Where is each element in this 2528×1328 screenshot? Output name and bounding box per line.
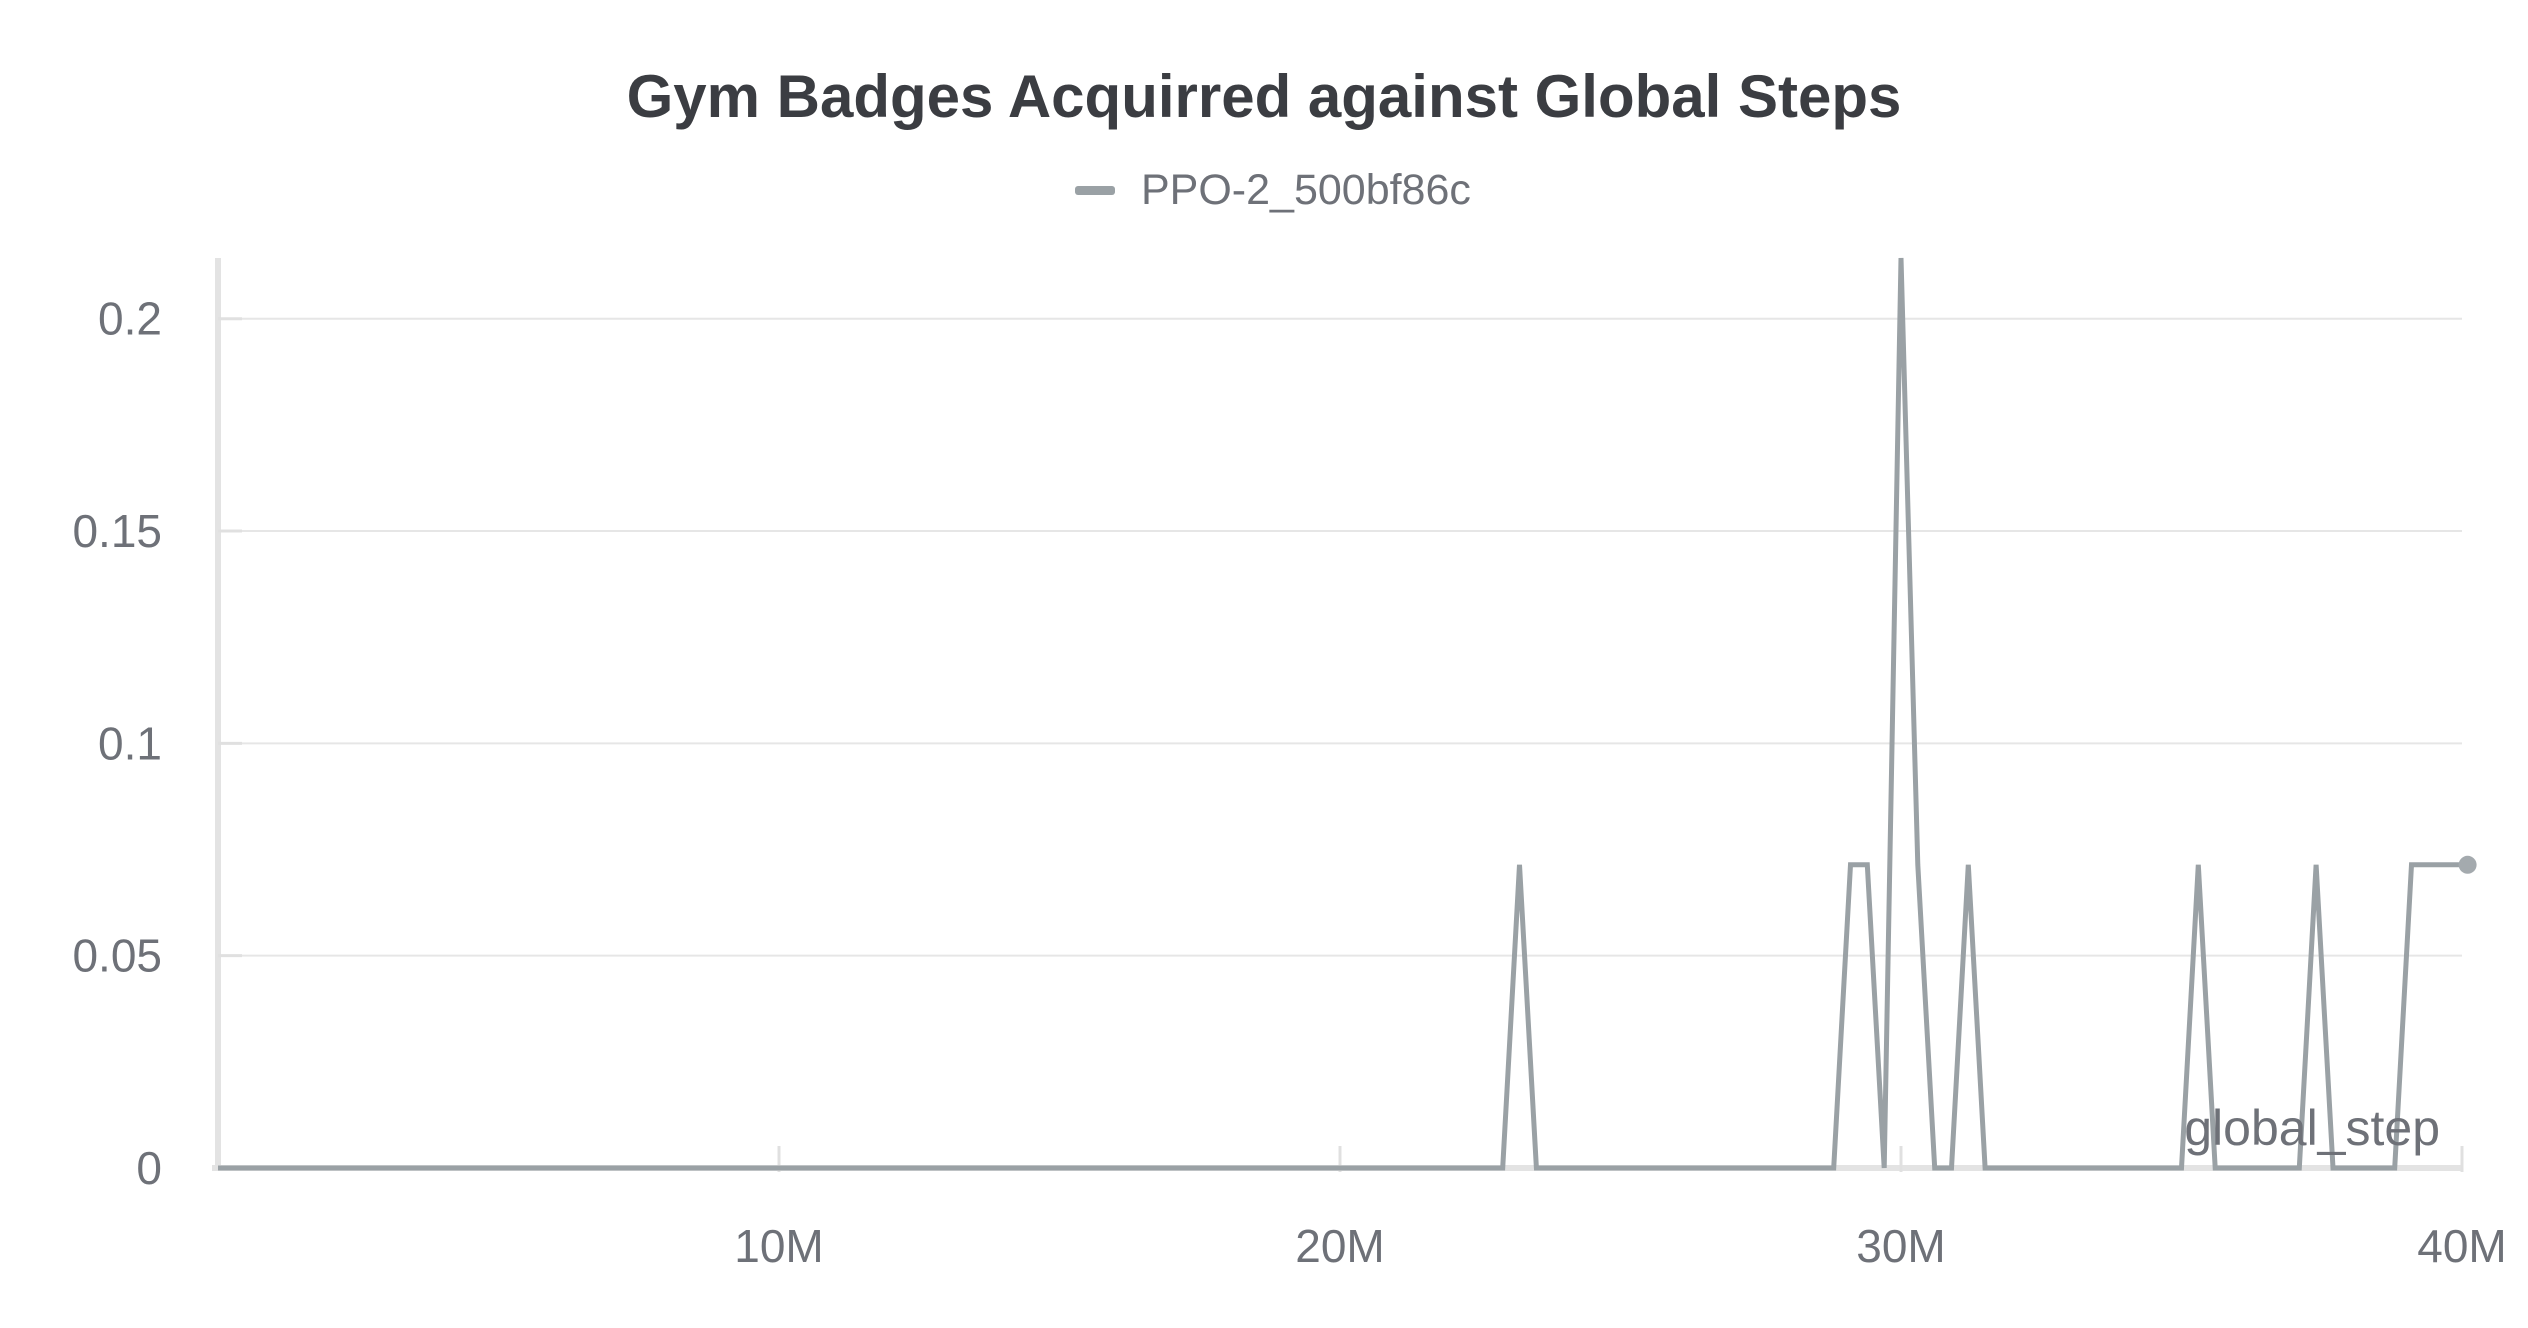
axes: [212, 258, 2462, 1171]
legend[interactable]: PPO-2_500bf86c: [1075, 166, 1471, 215]
x-tick-label: 20M: [1295, 1220, 1384, 1272]
y-tick-label: 0.05: [72, 930, 162, 982]
legend-label: PPO-2_500bf86c: [1141, 166, 1471, 214]
y-tick-label: 0.15: [72, 505, 162, 557]
series-end-point: [2458, 855, 2477, 874]
y-tick-label: 0.1: [98, 717, 162, 769]
legend-swatch: [1075, 186, 1115, 195]
y-tick-label: 0: [136, 1142, 162, 1194]
x-tick-label: 40M: [2417, 1220, 2506, 1272]
x-axis-title: global_step: [2184, 1100, 2440, 1156]
grid-lines: [218, 317, 2462, 957]
series-line: [218, 257, 2468, 1171]
y-tick-label: 0.2: [98, 293, 162, 345]
x-tick-label: 30M: [1856, 1220, 1945, 1272]
ticks: 0 0.05 0.1 0.15 0.2 10M 20M 30M 40M: [72, 293, 2506, 1272]
chart-title: Gym Badges Acquirred against Global Step…: [626, 63, 1902, 130]
series-layer: [218, 257, 2477, 1171]
x-tick-label: 10M: [734, 1220, 823, 1272]
